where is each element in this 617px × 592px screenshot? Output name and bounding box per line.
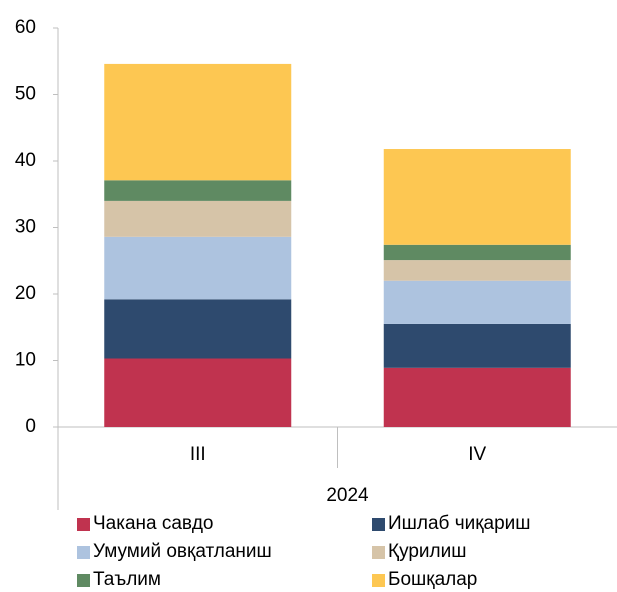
y-tick-label: 20 (15, 283, 36, 304)
legend-swatch (372, 574, 385, 587)
legend-label: Таълим (93, 569, 161, 590)
bar-segment (383, 149, 571, 245)
legend-label: Ишлаб чиқариш (388, 513, 531, 534)
legend-label: Бошқалар (388, 569, 477, 590)
bar-segment (383, 323, 571, 368)
y-tick-label: 10 (15, 350, 36, 371)
bar-segment (383, 244, 571, 261)
bar-segment (383, 260, 571, 281)
y-tick-label: 50 (15, 84, 36, 105)
bar-segment (104, 299, 292, 359)
y-tick-label: 40 (15, 150, 36, 171)
bar-segment (383, 280, 571, 324)
bar-segment (383, 367, 571, 427)
legend-swatch (77, 518, 90, 531)
legend-label: Қурилиш (388, 541, 466, 562)
legend-swatch (77, 574, 90, 587)
x-group-label: 2024 (326, 485, 369, 506)
legend-label: Чакана савдо (93, 513, 213, 534)
bar-segment (104, 236, 292, 300)
x-tick-label: IV (468, 444, 486, 465)
bar-segment (104, 180, 292, 201)
legend-swatch (77, 546, 90, 559)
y-tick-label: 0 (25, 416, 36, 437)
bar-segment (104, 200, 292, 237)
legend-swatch (372, 546, 385, 559)
x-tick-label: III (190, 444, 206, 465)
y-tick-label: 60 (15, 17, 36, 38)
bar-segment (104, 358, 292, 427)
bar-segment (104, 63, 292, 181)
legend-swatch (372, 518, 385, 531)
y-tick-label: 30 (15, 217, 36, 238)
legend-label: Умумий овқатланиш (93, 541, 272, 562)
